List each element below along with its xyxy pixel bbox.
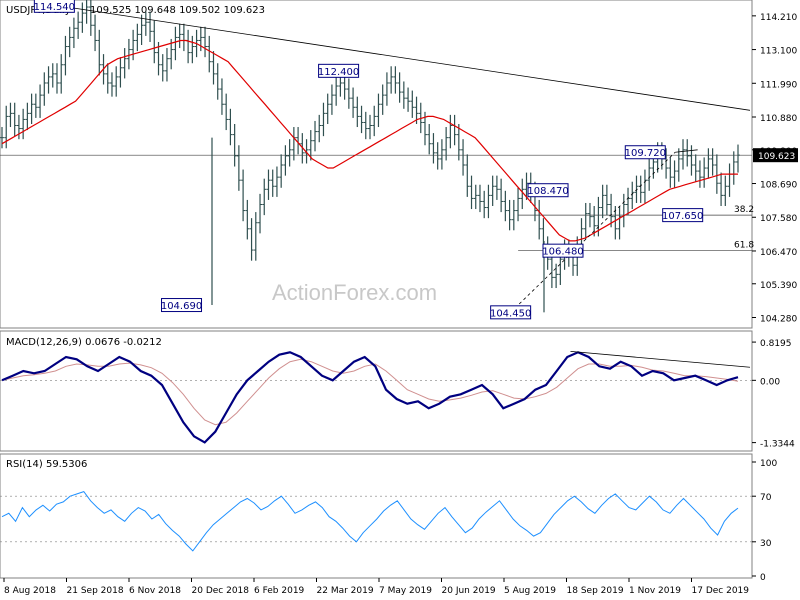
annotation-label: 106.480 bbox=[542, 247, 583, 258]
x-tick-label: 17 Dec 2019 bbox=[692, 586, 750, 596]
price-layer: 38.2 61.8 114.540 104.690 112.400 104.450 108.… bbox=[0, 0, 754, 320]
rsi-tick-label: 70 bbox=[760, 493, 772, 503]
rsi-tick-label: 30 bbox=[760, 539, 772, 549]
annotation-label: 104.450 bbox=[490, 308, 531, 319]
rsi-layer bbox=[0, 491, 752, 552]
current-price-box bbox=[753, 148, 798, 163]
y-tick-label: 110.880 bbox=[760, 114, 797, 124]
annotation-box bbox=[542, 243, 584, 258]
price-annotation: 104.690 bbox=[161, 298, 203, 313]
x-tick-label: 5 Aug 2019 bbox=[504, 586, 556, 596]
annotation-box bbox=[662, 208, 704, 223]
price-annotation: 106.480 bbox=[542, 243, 584, 258]
price-annotation: 108.470 bbox=[527, 183, 569, 198]
price-annotation: 112.400 bbox=[318, 63, 360, 78]
x-tick-label: 1 Nov 2019 bbox=[629, 586, 681, 596]
annotation-label: 108.470 bbox=[527, 186, 568, 197]
annotation-box bbox=[624, 145, 666, 160]
annotation-label: 114.540 bbox=[34, 2, 75, 13]
x-tick-label: 21 Sep 2018 bbox=[67, 586, 124, 596]
y-tick-label: 107.580 bbox=[760, 214, 797, 224]
rsi-tick-label: 0 bbox=[760, 573, 766, 583]
price-annotation: 114.540 bbox=[34, 0, 75, 13]
x-tick-label: 20 Dec 2018 bbox=[192, 586, 250, 596]
price-annotation: 107.650 bbox=[662, 208, 704, 223]
annotation-box bbox=[527, 183, 569, 198]
x-tick-label: 18 Sep 2019 bbox=[567, 586, 624, 596]
trend-line bbox=[675, 149, 698, 153]
x-tick-label: 6 Nov 2018 bbox=[129, 586, 181, 596]
x-tick-label: 8 Aug 2018 bbox=[4, 586, 56, 596]
trend-line bbox=[510, 151, 676, 313]
y-tick-label: 108.690 bbox=[760, 181, 797, 191]
annotation-label: 112.400 bbox=[318, 67, 359, 78]
macd-tick-label: -1.3344 bbox=[760, 440, 795, 450]
y-tick-label: 114.210 bbox=[760, 13, 797, 23]
y-tick-label: 106.470 bbox=[760, 248, 797, 258]
price-header-values: 109.525 109.648 109.502 109.623 bbox=[90, 5, 265, 16]
annotation-box bbox=[490, 305, 532, 320]
annotation-box bbox=[33, 0, 75, 13]
price-pane bbox=[0, 0, 753, 329]
macd-tick-label: 0.00 bbox=[760, 377, 780, 387]
price-annotation: 109.720 bbox=[624, 145, 666, 160]
y-tick-label: 113.100 bbox=[760, 47, 797, 57]
annotation-label: 107.650 bbox=[662, 211, 703, 222]
y-tick-label: 111.990 bbox=[760, 80, 797, 90]
x-tick-label: 20 Jun 2019 bbox=[442, 586, 496, 596]
annotation-label: 109.720 bbox=[625, 148, 666, 159]
macd-title: MACD(12,26,9) 0.0676 -0.0212 bbox=[6, 337, 162, 348]
annotation-box bbox=[161, 298, 203, 313]
price-annotation: 104.450 bbox=[490, 305, 532, 320]
trend-line bbox=[46, 3, 751, 111]
x-tick-label: 7 May 2019 bbox=[379, 586, 432, 596]
annotation-label: 104.690 bbox=[161, 301, 202, 312]
rsi-tick-label: 100 bbox=[760, 459, 777, 469]
level-label: 61.8 bbox=[734, 241, 754, 251]
moving-average-line bbox=[1, 39, 738, 242]
x-tick-label: 6 Feb 2019 bbox=[254, 586, 305, 596]
y-tick-label: 104.280 bbox=[760, 314, 797, 324]
macd-trend-line bbox=[570, 351, 751, 368]
rsi-line bbox=[1, 491, 739, 552]
axis-layer: 114.210113.100111.990110.880109.800108.6… bbox=[3, 13, 798, 596]
x-tick-label: 22 Mar 2019 bbox=[317, 586, 374, 596]
level-label: 38.2 bbox=[734, 205, 754, 215]
macd-main-line bbox=[1, 351, 739, 444]
rsi-title: RSI(14) 59.5306 bbox=[6, 459, 87, 470]
macd-layer bbox=[0, 351, 752, 444]
macd-tick-label: 0.8195 bbox=[760, 339, 792, 349]
current-price-label: 109.623 bbox=[758, 152, 795, 162]
rsi-pane bbox=[0, 453, 753, 579]
y-tick-label: 105.390 bbox=[760, 281, 797, 291]
watermark: ActionForex.com bbox=[272, 280, 437, 305]
annotation-box bbox=[318, 63, 360, 78]
macd-pane bbox=[0, 330, 753, 452]
